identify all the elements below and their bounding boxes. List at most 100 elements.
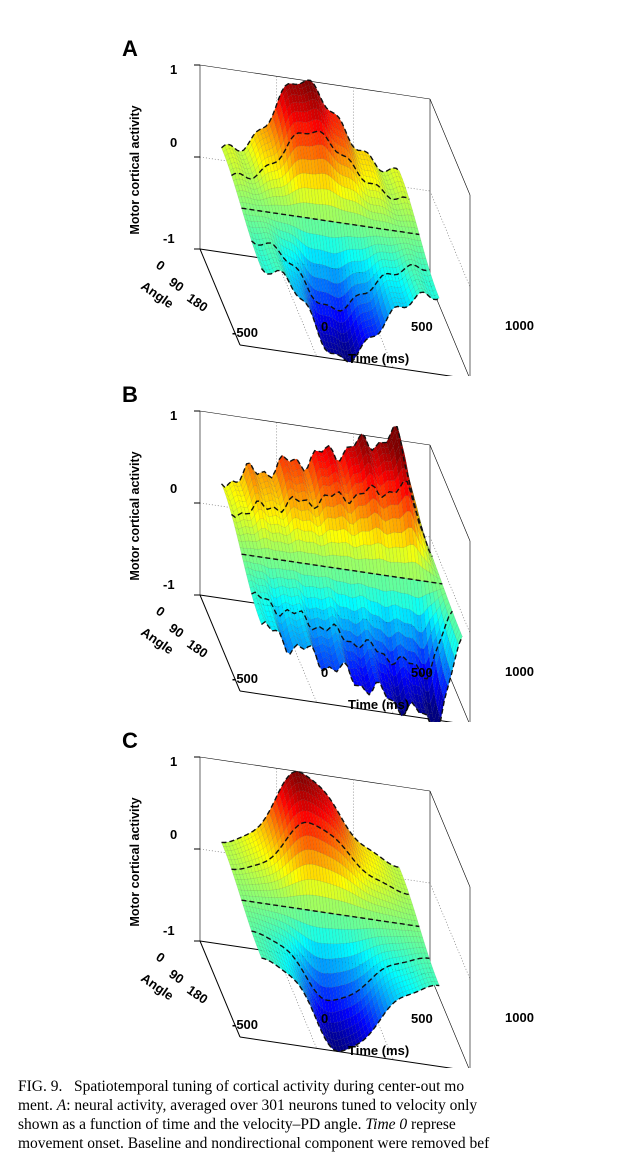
caption-line-3: shown as a function of time and the velo… [18, 1116, 456, 1133]
angle-tick-180: 180 [184, 290, 210, 315]
axis-line [429, 974, 470, 1068]
z-tick-neg1: -1 [163, 231, 175, 246]
angle-contour-line [220, 425, 423, 532]
axis-line [239, 344, 454, 376]
surface-patch [409, 208, 415, 217]
surface-patch [435, 571, 441, 580]
x-tick-1000: 1000 [505, 318, 534, 333]
axis-line [199, 64, 431, 100]
x-axis-label: Time (ms) [348, 351, 409, 366]
x-axis-label: Time (ms) [348, 697, 409, 712]
z-axis-label: Motor cortical activity [128, 451, 142, 580]
surface-plot-b: B Motor cortical activity 1 0 -1 0 90 18… [122, 382, 534, 722]
axis-line [429, 444, 471, 542]
angle-contour-line [221, 79, 400, 173]
grid-line [429, 190, 471, 288]
surface-patch [430, 555, 436, 566]
x-tick-0: 0 [321, 1011, 328, 1026]
panel-letter: B [122, 382, 138, 407]
x-tick-neg500: -500 [232, 671, 258, 686]
surface-patch [424, 263, 430, 271]
surface-mesh [221, 79, 440, 363]
z-axis-label: Motor cortical activity [128, 797, 142, 926]
surface-plot-a: A Motor cortical activity 1 0 -1 0 90 18… [122, 36, 534, 376]
surface-patch [456, 631, 463, 646]
surface-patch [433, 566, 440, 576]
angle-tick-90: 90 [166, 620, 186, 641]
angle-tick-0: 0 [153, 603, 168, 619]
surface-patch [424, 952, 430, 959]
angle-contour-line [231, 130, 410, 201]
caption-line-2: ment. A: neural activity, averaged over … [18, 1097, 478, 1114]
angle-contour-line [261, 957, 440, 1053]
z-tick-0: 0 [170, 827, 177, 842]
z-axis-label: Motor cortical activity [128, 105, 142, 234]
surface-patch [400, 181, 407, 190]
grid-line [429, 536, 471, 634]
x-axis-label: Time (ms) [348, 1043, 409, 1058]
figure-label: FIG. 9. [18, 1078, 63, 1095]
grid-line [429, 882, 471, 980]
angle-contour-line [241, 207, 420, 236]
surface-patch [402, 883, 408, 890]
angle-tick-0: 0 [153, 949, 168, 965]
angle-tick-180: 180 [184, 982, 210, 1007]
z-tick-1: 1 [170, 754, 177, 769]
surface-patch [410, 214, 417, 223]
surface-mesh [221, 770, 440, 1053]
surface-mesh [220, 425, 463, 722]
angle-tick-0: 0 [153, 257, 168, 273]
z-tick-neg1: -1 [163, 577, 175, 592]
z-tick-neg1: -1 [163, 923, 175, 938]
angle-contour-line [241, 899, 420, 928]
surface-patch [400, 879, 407, 886]
axis-line [429, 790, 471, 888]
surface-plot-c: C Motor cortical activity 1 0 -1 0 90 18… [122, 728, 534, 1068]
surface-patch [429, 967, 435, 973]
surface-patch [432, 976, 438, 982]
x-tick-500: 500 [411, 1011, 433, 1026]
angle-contour-line [261, 620, 463, 722]
angle-contour-line [231, 821, 410, 896]
axis-line [199, 594, 241, 692]
surface-patch [432, 289, 438, 296]
z-tick-0: 0 [170, 481, 177, 496]
z-tick-0: 0 [170, 135, 177, 150]
panel-letter: C [122, 728, 138, 753]
surface-patch [420, 252, 427, 260]
figure-caption: FIG. 9. Spatiotemporal tuning of cortica… [18, 1077, 625, 1153]
angle-tick-90: 90 [166, 274, 186, 295]
surface-patch [422, 258, 428, 265]
panel-a: A Motor cortical activity 1 0 -1 0 90 18… [0, 30, 625, 376]
axis-line [239, 1036, 454, 1068]
angle-contour-line [231, 480, 433, 557]
angle-contour-line [260, 268, 440, 363]
surface-patch [407, 898, 413, 906]
panel-c: C Motor cortical activity 1 0 -1 0 90 18… [0, 722, 625, 1068]
x-tick-1000: 1000 [505, 664, 534, 679]
x-tick-500: 500 [411, 665, 433, 680]
axis-line [199, 248, 241, 346]
x-tick-500: 500 [411, 319, 433, 334]
x-tick-neg500: -500 [232, 325, 258, 340]
angle-contour-line [221, 770, 400, 869]
surface-patch [405, 197, 412, 206]
x-tick-0: 0 [321, 665, 328, 680]
panel-letter: A [122, 36, 138, 61]
surface-patch [414, 227, 420, 235]
surface-patch [451, 619, 458, 633]
x-tick-0: 0 [321, 319, 328, 334]
angle-tick-180: 180 [184, 636, 210, 661]
angle-contour-line [251, 240, 430, 312]
surface-patch [410, 909, 417, 916]
surface-patch [412, 914, 418, 922]
z-tick-1: 1 [170, 408, 177, 423]
surface-patch [419, 246, 425, 253]
axis-line [429, 98, 471, 196]
surface-patch [446, 606, 453, 618]
surface-patch [399, 874, 405, 881]
axis-line [199, 756, 431, 792]
caption-line-1: FIG. 9. Spatiotemporal tuning of cortica… [18, 1078, 465, 1095]
angle-contour-line [241, 553, 443, 585]
caption-line-4: movement onset. Baseline and nondirectio… [18, 1135, 490, 1152]
